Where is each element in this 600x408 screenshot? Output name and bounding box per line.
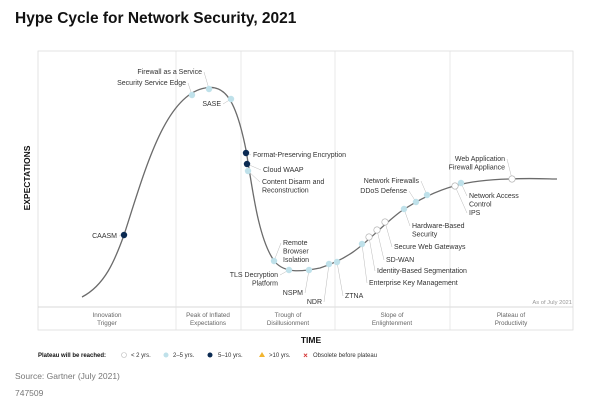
technology-label: Content Disarm and (262, 179, 324, 186)
technology-label: SASE (202, 101, 221, 108)
technology-label: Isolation (283, 257, 309, 264)
phase-label: Disillusionment (267, 320, 310, 327)
leader-line (304, 269, 310, 294)
technology-marker[interactable] (457, 179, 465, 187)
technology-label: Network Access (469, 193, 519, 200)
leader-line (454, 185, 468, 214)
legend-title: Plateau will be reached: (38, 353, 106, 359)
technology-marker[interactable] (333, 258, 341, 266)
phase-label: Expectations (190, 320, 226, 327)
technology-label: Hardware-Based (412, 223, 465, 230)
technology-marker[interactable] (358, 240, 366, 248)
technology-marker[interactable] (188, 91, 196, 99)
technology-label: SD-WAN (386, 257, 414, 264)
technology-marker[interactable] (243, 160, 251, 168)
as-of-label: As of July 2021 (532, 300, 572, 306)
leader-line (384, 221, 393, 248)
phase-label: Trough of (275, 312, 302, 319)
technology-label: Network Firewalls (364, 178, 420, 185)
x-axis-label: TIME (301, 335, 322, 345)
legend-item: >10 yrs. (269, 353, 291, 359)
legend-item: Obsolete before plateau (313, 353, 377, 359)
leader-line (376, 229, 385, 261)
technology-label: Platform (252, 281, 278, 288)
page-title: Hype Cycle for Network Security, 2021 (15, 10, 297, 27)
technology-marker[interactable] (120, 231, 128, 239)
technology-marker[interactable] (242, 149, 250, 157)
phase-label: Innovation (92, 312, 122, 319)
technology-label: Remote (283, 240, 308, 247)
leader-line (361, 243, 368, 284)
legend: Plateau will be reached: < 2 yrs. 2–5 yr… (38, 352, 377, 360)
technology-label: DDoS Defense (360, 188, 407, 195)
technology-label: Security Service Edge (117, 80, 186, 87)
technology-label: Enterprise Key Management (369, 280, 458, 287)
technology-label: Cloud WAAP (263, 167, 304, 174)
technology-marker[interactable] (270, 257, 278, 265)
technology-marker[interactable] (244, 167, 252, 175)
technology-marker[interactable] (400, 205, 408, 213)
technology-marker[interactable] (325, 260, 333, 268)
technology-label: ZTNA (345, 293, 364, 300)
technology-marker[interactable] (305, 266, 313, 274)
technology-label: NDR (307, 299, 322, 306)
technology-marker[interactable] (508, 175, 516, 183)
technology-marker[interactable] (423, 191, 431, 199)
technology-label: Web Application (455, 156, 505, 163)
phase-label: Trigger (97, 320, 117, 327)
document-id: 747509 (15, 388, 44, 398)
legend-item: 2–5 yrs. (173, 353, 195, 359)
technology-label: Identity-Based Segmentation (377, 268, 467, 275)
legend-5to10-icon (207, 352, 213, 358)
leader-line (273, 242, 282, 262)
phase-label: Peak of Inflated (186, 312, 230, 319)
technology-label: TLS Decryption (230, 272, 278, 279)
technology-marker[interactable] (373, 226, 381, 234)
legend-obsolete-icon: ✕ (303, 353, 308, 360)
phase-label: Slope of (380, 312, 403, 319)
technology-label: IPS (469, 210, 481, 217)
technology-marker[interactable] (285, 266, 293, 274)
legend-lt2-icon (121, 352, 127, 358)
technology-marker[interactable] (381, 218, 389, 226)
phase-label: Productivity (495, 320, 528, 327)
leader-line (368, 236, 376, 272)
legend-gt10-icon (259, 352, 265, 357)
technology-marker[interactable] (365, 233, 373, 241)
technology-label: NSPM (283, 290, 303, 297)
technology-label: Firewall Appliance (449, 165, 506, 172)
technology-marker[interactable] (451, 182, 459, 190)
source-note: Source: Gartner (July 2021) (15, 371, 120, 381)
technology-label: Reconstruction (262, 188, 309, 195)
leader-line (323, 263, 330, 303)
leader-line (336, 261, 344, 297)
technology-label: Browser (283, 249, 309, 256)
technology-marker[interactable] (227, 95, 235, 103)
phase-label: Plateau of (497, 312, 526, 319)
technology-marker[interactable] (205, 85, 213, 93)
technology-label: Security (412, 232, 438, 239)
technology-label: Secure Web Gateways (394, 244, 466, 251)
technology-label: Format-Preserving Encryption (253, 152, 346, 159)
phase-label: Enlightenment (372, 320, 413, 327)
plot-frame (37, 50, 574, 331)
technology-marker[interactable] (412, 198, 420, 206)
technology-label: Control (469, 202, 492, 209)
y-axis-label: EXPECTATIONS (22, 145, 32, 210)
technology-label: CAASM (92, 233, 117, 240)
legend-item: < 2 yrs. (131, 353, 151, 359)
legend-2to5-icon (163, 352, 169, 358)
legend-item: 5–10 yrs. (218, 353, 243, 359)
technology-label: Firewall as a Service (137, 69, 202, 76)
